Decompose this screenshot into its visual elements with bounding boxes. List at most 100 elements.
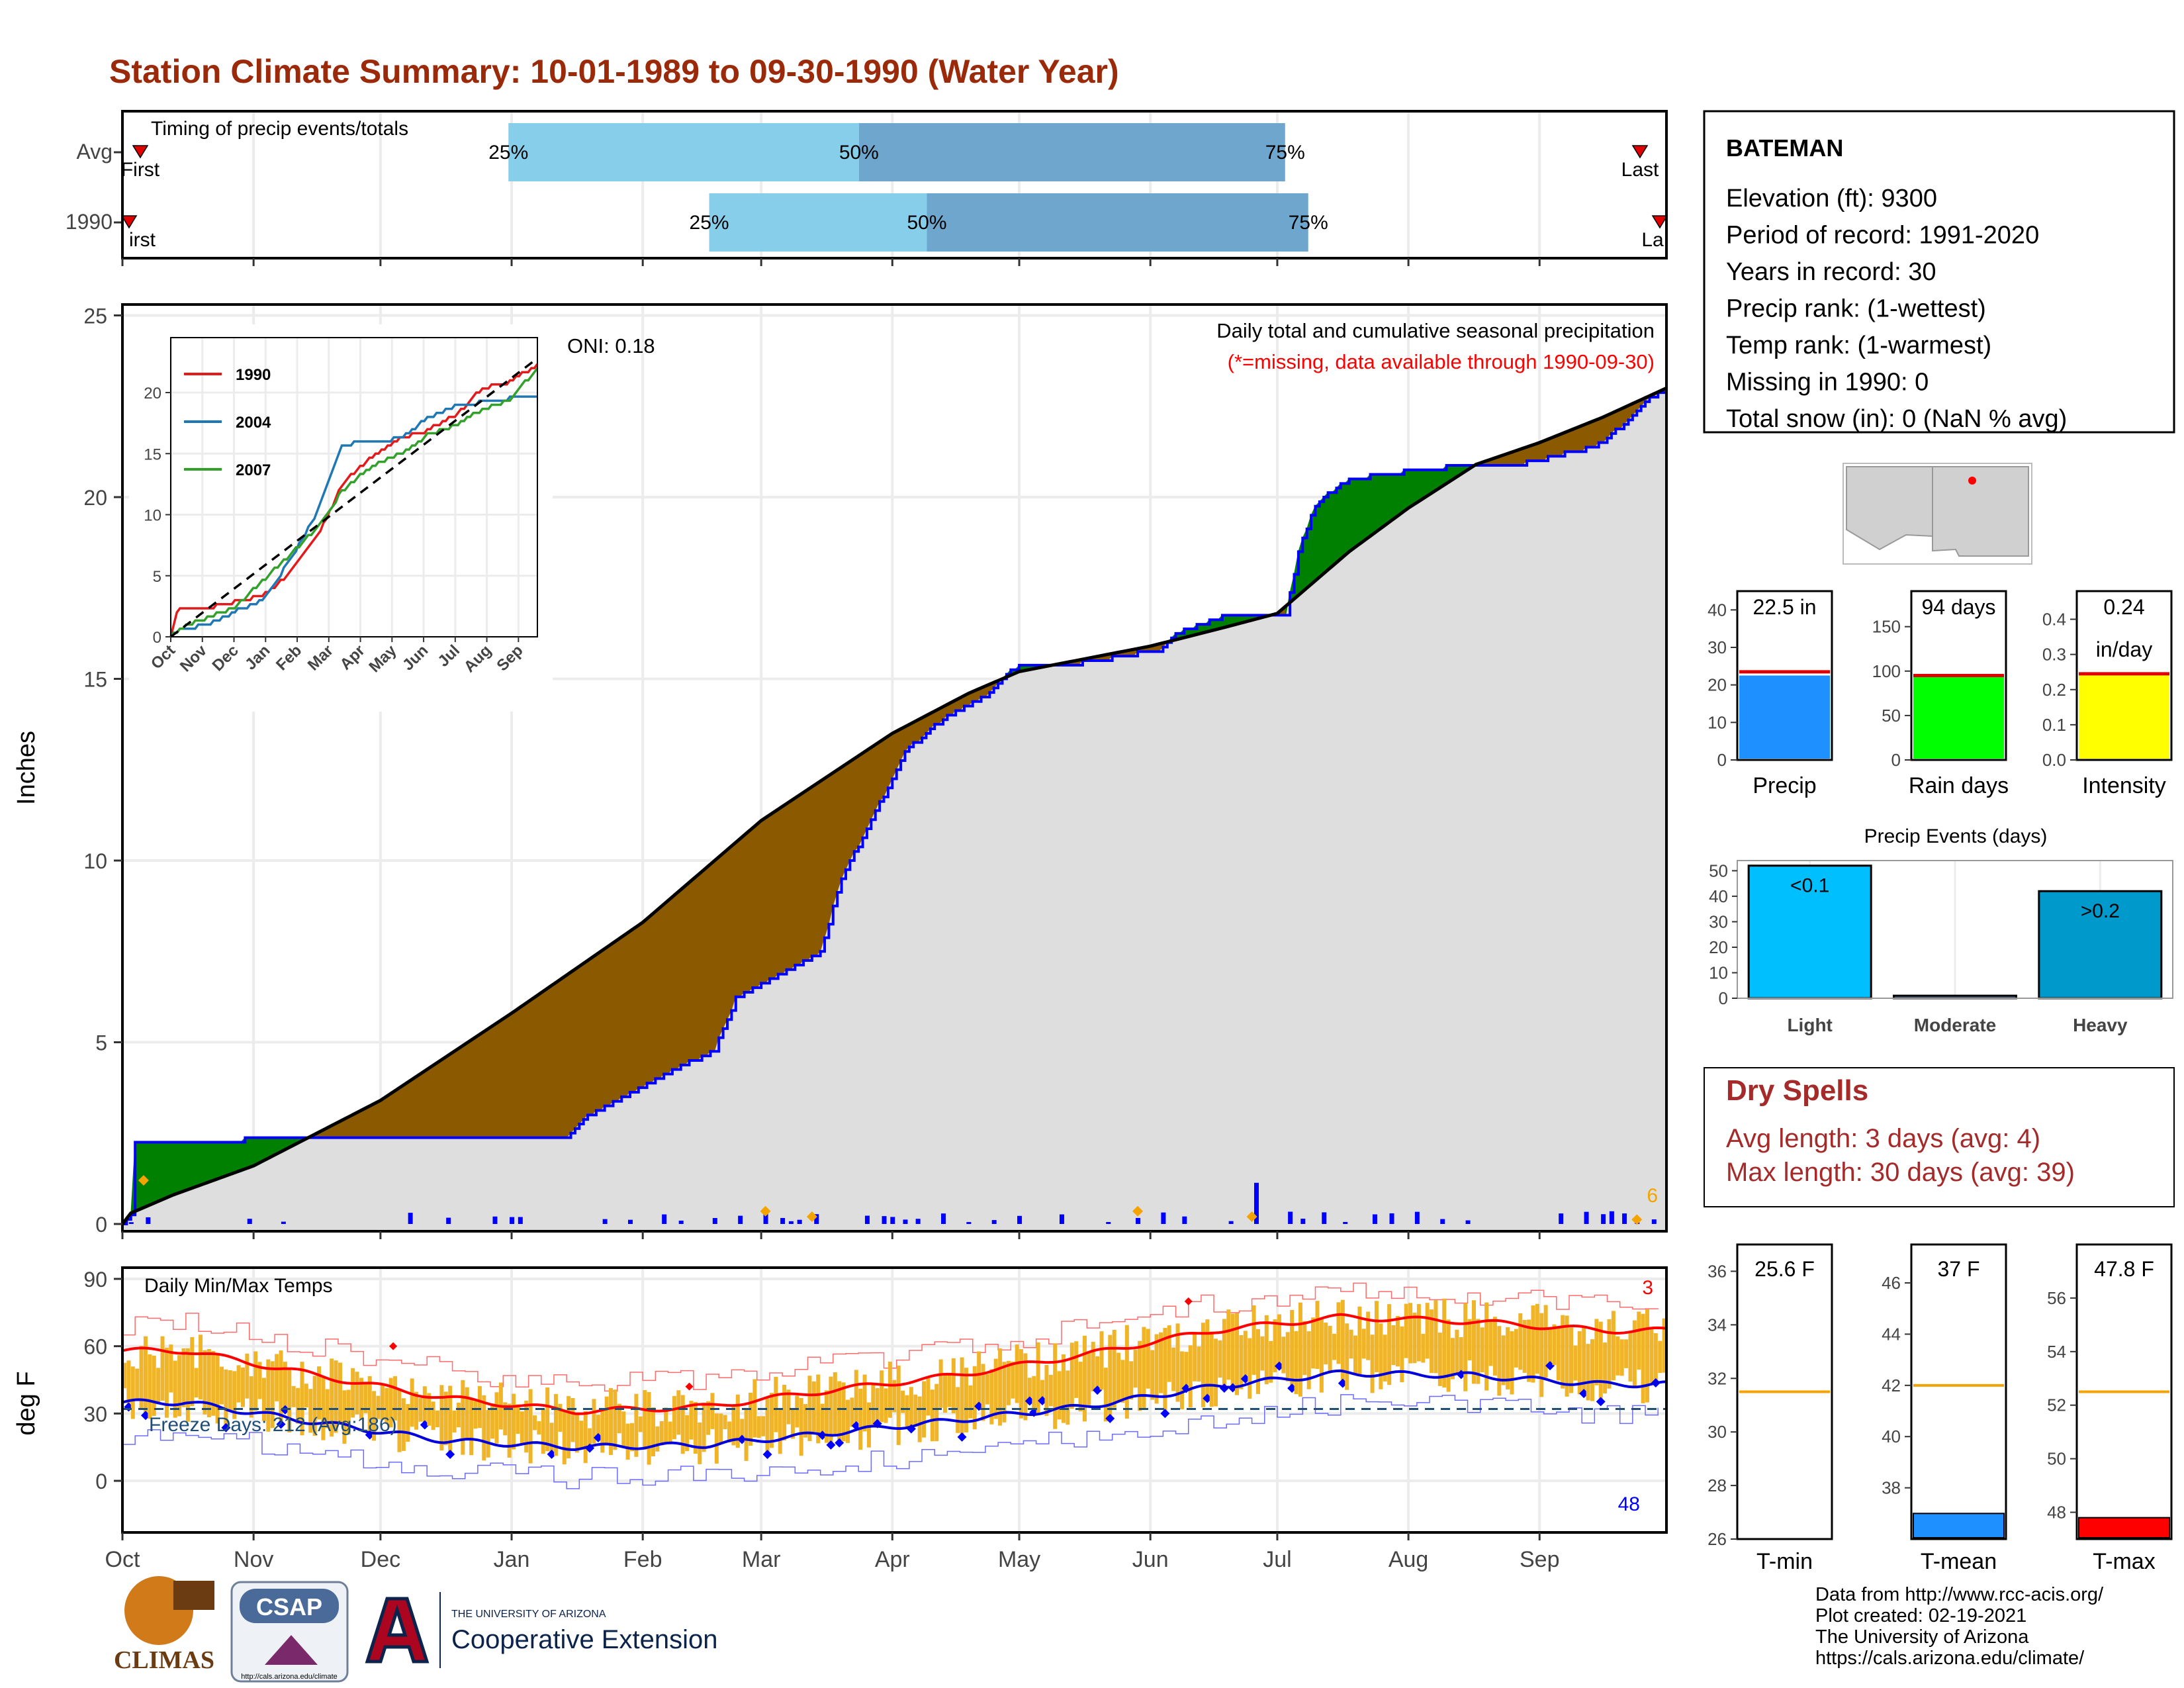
below-avg-fill <box>1399 469 1405 515</box>
below-avg-fill <box>1416 469 1422 504</box>
daily-temp-bar <box>363 1382 368 1413</box>
daily-temp-bar <box>1395 1315 1400 1367</box>
below-avg-fill <box>223 1141 229 1178</box>
daily-temp-bar <box>1095 1356 1100 1391</box>
daily-temp-bar <box>588 1428 592 1448</box>
above-avg-fill <box>854 755 859 853</box>
above-avg-fill <box>849 758 855 861</box>
daily-temp-bar <box>1480 1327 1484 1373</box>
above-avg-fill <box>435 1060 440 1139</box>
cold-day-marker <box>221 1423 231 1432</box>
temp-summary-ytick-label: 30 <box>1707 1422 1727 1442</box>
daily-temp-bar <box>477 1385 482 1429</box>
below-avg-fill <box>147 1141 153 1207</box>
daily-temp-bar <box>1573 1345 1578 1381</box>
summary-bars: 22.5 in Precip 0 10 20 30 40 94 days Rain days 0 5… <box>1707 590 2173 798</box>
daily-temp-bar <box>1628 1331 1633 1382</box>
average-cumulative-line <box>122 391 1666 1226</box>
daily-temp-bar <box>330 1358 334 1437</box>
above-avg-fill <box>828 772 834 925</box>
daily-temp-bar <box>257 1362 262 1399</box>
daily-temp-bar <box>1015 1344 1019 1403</box>
above-avg-fill <box>1577 425 1582 452</box>
events-bar-label: <0.1 <box>1790 875 1829 897</box>
summary-ytick-label: 50 <box>1882 706 1901 726</box>
daily-temp-bar <box>1226 1309 1231 1380</box>
daily-temp-bar <box>668 1421 672 1443</box>
daily-temp-bar <box>1416 1303 1421 1362</box>
daily-temp-bar <box>998 1348 1003 1426</box>
daily-temp-bar <box>917 1396 922 1442</box>
precip-ytick-label: 10 <box>83 849 107 873</box>
daily-temp-bar <box>1197 1346 1201 1382</box>
above-avg-fill <box>782 803 788 975</box>
above-avg-fill <box>477 1032 482 1139</box>
daily-temp-bar <box>325 1389 330 1429</box>
inset-series-line <box>169 363 539 637</box>
daily-temp-bar <box>482 1395 486 1461</box>
events-bar <box>1747 865 1872 1000</box>
above-avg-fill <box>587 957 592 1115</box>
station-info-line: Elevation (ft): 9300 <box>1726 185 1937 212</box>
above-avg-fill <box>672 892 677 1070</box>
above-avg-fill <box>511 1009 516 1139</box>
daily-temp-bar <box>1353 1335 1358 1376</box>
daily-temp-bar <box>1514 1329 1518 1368</box>
above-avg-fill <box>1569 428 1574 452</box>
daily-temp-bar <box>1543 1305 1548 1378</box>
daily-temp-bar <box>199 1335 203 1400</box>
first-event-label: irst <box>129 229 156 251</box>
below-avg-fill <box>215 1141 220 1180</box>
timing-label-75: 75% <box>1289 212 1328 234</box>
daily-temp-bar <box>1120 1360 1125 1403</box>
inset-ytick-label: 0 <box>153 629 161 647</box>
month-label: Jan <box>494 1547 530 1572</box>
daily-temp-bar <box>1167 1325 1171 1382</box>
above-avg-fill <box>870 743 876 820</box>
timing-label-75: 75% <box>1265 142 1305 164</box>
daily-temp-bar <box>702 1402 706 1452</box>
above-avg-fill <box>452 1049 457 1139</box>
daily-temp-bar <box>279 1350 283 1425</box>
above-avg-fill <box>837 766 842 893</box>
above-avg-fill <box>574 965 580 1130</box>
summary-ytick-label: 0 <box>1717 750 1727 770</box>
daily-temp-bar <box>1383 1335 1387 1382</box>
daily-temp-bar <box>1645 1309 1650 1403</box>
above-avg-fill <box>456 1046 461 1139</box>
above-avg-fill <box>422 1068 428 1139</box>
csap-logo-cloud <box>240 1589 339 1623</box>
logos: CLIMAS CSAP http://cals.arizona.edu/climat… <box>114 1576 717 1683</box>
daily-temp-bar <box>1603 1342 1608 1394</box>
inset-average-line <box>169 357 539 638</box>
dry-spells-max: Max length: 30 days (avg: 39) <box>1726 1158 2075 1187</box>
daily-temp-bar <box>533 1415 537 1430</box>
daily-temp-bar <box>1497 1326 1502 1396</box>
daily-temp-bar <box>1154 1334 1159 1404</box>
temp-summary-ytick-label: 34 <box>1707 1315 1727 1335</box>
daily-temp-bar <box>456 1402 461 1428</box>
daily-temp-bar <box>1243 1331 1248 1380</box>
daily-temp-bar <box>1044 1364 1049 1416</box>
daily-temp-bar <box>901 1390 905 1413</box>
below-avg-fill <box>1387 474 1392 524</box>
daily-temp-bar <box>1565 1315 1569 1397</box>
daily-temp-bar <box>638 1416 643 1432</box>
daily-temp-bar <box>135 1368 140 1401</box>
daily-temp-bar <box>541 1409 545 1454</box>
daily-temp-bar <box>790 1409 795 1439</box>
daily-temp-bar <box>1074 1341 1079 1398</box>
above-avg-fill <box>676 888 682 1070</box>
credit-line: https://cals.arizona.edu/climate/ <box>1815 1648 2085 1669</box>
above-avg-fill <box>845 761 850 870</box>
observed-cumulative-line <box>121 387 1668 1225</box>
daily-temp-bar <box>164 1347 169 1418</box>
above-avg-fill <box>705 863 711 1057</box>
month-label: Mar <box>742 1547 781 1572</box>
daily-temp-bar <box>825 1390 829 1443</box>
daily-temp-bar <box>545 1387 550 1452</box>
above-avg-fill <box>769 811 774 979</box>
daily-temp-bar <box>609 1387 614 1455</box>
daily-temp-bar <box>1488 1321 1493 1366</box>
station-info-line: Years in record: 30 <box>1726 258 1936 286</box>
